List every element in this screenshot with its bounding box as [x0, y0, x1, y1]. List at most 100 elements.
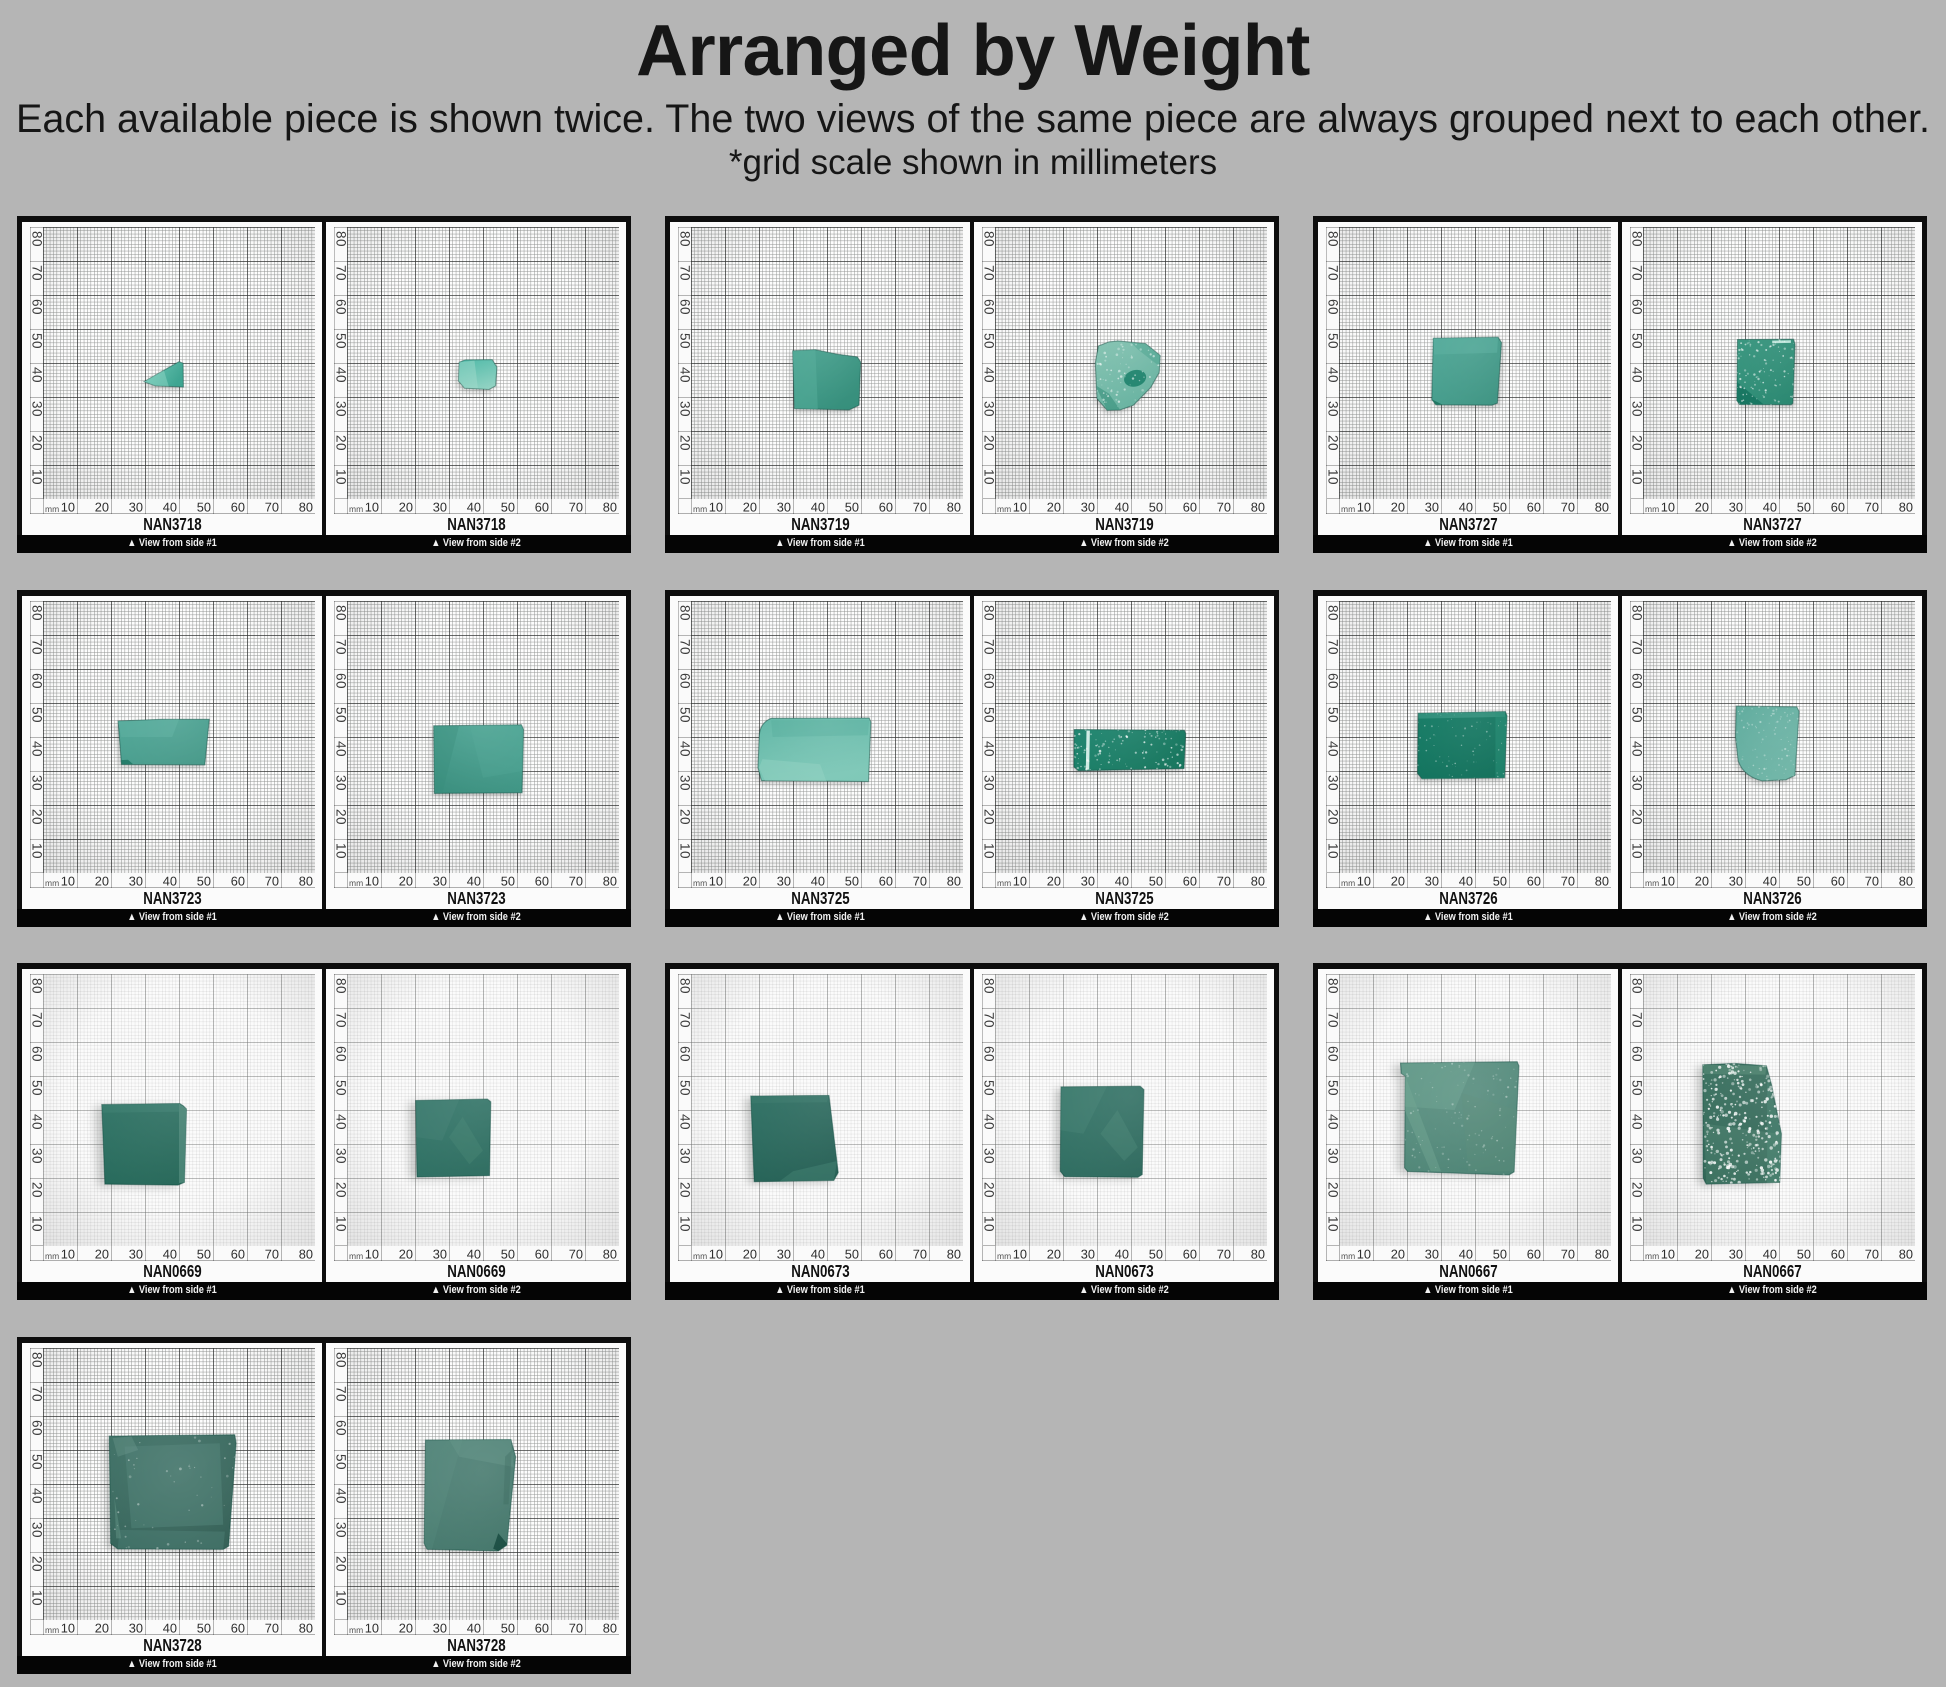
svg-text:30: 30: [1631, 401, 1644, 417]
svg-text:10: 10: [31, 843, 44, 859]
svg-text:70: 70: [913, 500, 927, 515]
svg-text:50: 50: [197, 1247, 211, 1262]
svg-text:20: 20: [1631, 809, 1644, 825]
svg-text:40: 40: [467, 1621, 481, 1636]
svg-text:20: 20: [983, 1182, 996, 1198]
svg-text:mm: mm: [1341, 878, 1355, 888]
svg-text:10: 10: [365, 1247, 379, 1262]
svg-text:50: 50: [1327, 1080, 1340, 1096]
svg-text:80: 80: [31, 978, 44, 994]
svg-text:50: 50: [335, 1080, 348, 1096]
svg-text:70: 70: [1631, 265, 1644, 281]
svg-text:80: 80: [299, 1247, 313, 1262]
svg-text:70: 70: [1561, 500, 1575, 515]
svg-text:60: 60: [679, 299, 692, 315]
svg-text:30: 30: [1425, 1247, 1439, 1262]
svg-text:mm: mm: [45, 878, 59, 888]
svg-text:40: 40: [163, 1621, 177, 1636]
svg-text:80: 80: [1251, 500, 1265, 515]
svg-text:60: 60: [1327, 673, 1340, 689]
svg-text:30: 30: [1729, 500, 1743, 515]
svg-text:80: 80: [1251, 874, 1265, 889]
svg-text:60: 60: [1183, 874, 1197, 889]
svg-text:80: 80: [947, 874, 961, 889]
svg-text:30: 30: [679, 401, 692, 417]
svg-text:80: 80: [299, 500, 313, 515]
svg-text:50: 50: [1797, 1247, 1811, 1262]
svg-text:20: 20: [679, 435, 692, 451]
svg-text:30: 30: [1327, 401, 1340, 417]
svg-text:40: 40: [163, 500, 177, 515]
svg-text:40: 40: [31, 1114, 44, 1130]
svg-text:mm: mm: [45, 1251, 59, 1261]
svg-text:40: 40: [811, 1247, 825, 1262]
svg-text:40: 40: [335, 741, 348, 757]
svg-text:40: 40: [1763, 874, 1777, 889]
svg-text:40: 40: [467, 1247, 481, 1262]
svg-text:40: 40: [811, 874, 825, 889]
svg-text:30: 30: [31, 775, 44, 791]
svg-text:30: 30: [983, 1148, 996, 1164]
svg-text:80: 80: [335, 1352, 348, 1368]
svg-text:50: 50: [1797, 874, 1811, 889]
svg-text:50: 50: [1327, 707, 1340, 723]
svg-text:40: 40: [467, 500, 481, 515]
svg-text:30: 30: [679, 1148, 692, 1164]
svg-text:20: 20: [1695, 874, 1709, 889]
svg-text:20: 20: [983, 435, 996, 451]
svg-text:50: 50: [1149, 874, 1163, 889]
svg-text:80: 80: [1327, 231, 1340, 247]
svg-text:60: 60: [879, 1247, 893, 1262]
svg-text:70: 70: [335, 265, 348, 281]
svg-text:20: 20: [399, 1247, 413, 1262]
svg-text:70: 70: [31, 265, 44, 281]
svg-text:80: 80: [947, 1247, 961, 1262]
svg-text:60: 60: [231, 1621, 245, 1636]
svg-text:30: 30: [31, 1148, 44, 1164]
svg-text:10: 10: [365, 1621, 379, 1636]
svg-text:50: 50: [1149, 1247, 1163, 1262]
svg-text:60: 60: [1183, 500, 1197, 515]
svg-text:70: 70: [569, 1621, 583, 1636]
svg-text:50: 50: [983, 333, 996, 349]
svg-text:30: 30: [1631, 1148, 1644, 1164]
svg-text:70: 70: [1865, 1247, 1879, 1262]
svg-text:80: 80: [335, 978, 348, 994]
svg-text:20: 20: [31, 1182, 44, 1198]
svg-text:10: 10: [709, 1247, 723, 1262]
svg-text:10: 10: [983, 1216, 996, 1232]
svg-text:50: 50: [501, 1621, 515, 1636]
svg-text:60: 60: [535, 1247, 549, 1262]
svg-text:70: 70: [983, 265, 996, 281]
svg-text:70: 70: [1561, 874, 1575, 889]
svg-text:70: 70: [31, 1386, 44, 1402]
svg-text:80: 80: [299, 1621, 313, 1636]
svg-text:70: 70: [913, 1247, 927, 1262]
svg-text:30: 30: [129, 500, 143, 515]
svg-text:70: 70: [983, 1012, 996, 1028]
svg-text:50: 50: [1631, 333, 1644, 349]
svg-text:10: 10: [1631, 843, 1644, 859]
svg-text:80: 80: [299, 874, 313, 889]
svg-text:70: 70: [1865, 874, 1879, 889]
svg-text:10: 10: [61, 500, 75, 515]
svg-text:30: 30: [1081, 1247, 1095, 1262]
svg-text:10: 10: [365, 500, 379, 515]
svg-text:20: 20: [743, 1247, 757, 1262]
svg-text:50: 50: [983, 707, 996, 723]
svg-text:30: 30: [983, 401, 996, 417]
svg-text:40: 40: [467, 874, 481, 889]
svg-text:10: 10: [1013, 500, 1027, 515]
svg-text:10: 10: [679, 843, 692, 859]
svg-text:30: 30: [777, 1247, 791, 1262]
svg-text:60: 60: [879, 874, 893, 889]
svg-text:20: 20: [399, 1621, 413, 1636]
svg-text:50: 50: [197, 500, 211, 515]
svg-text:40: 40: [31, 741, 44, 757]
svg-text:50: 50: [335, 333, 348, 349]
svg-text:80: 80: [603, 874, 617, 889]
svg-text:70: 70: [265, 500, 279, 515]
svg-text:30: 30: [1327, 775, 1340, 791]
svg-text:20: 20: [679, 1182, 692, 1198]
svg-text:60: 60: [1631, 1046, 1644, 1062]
